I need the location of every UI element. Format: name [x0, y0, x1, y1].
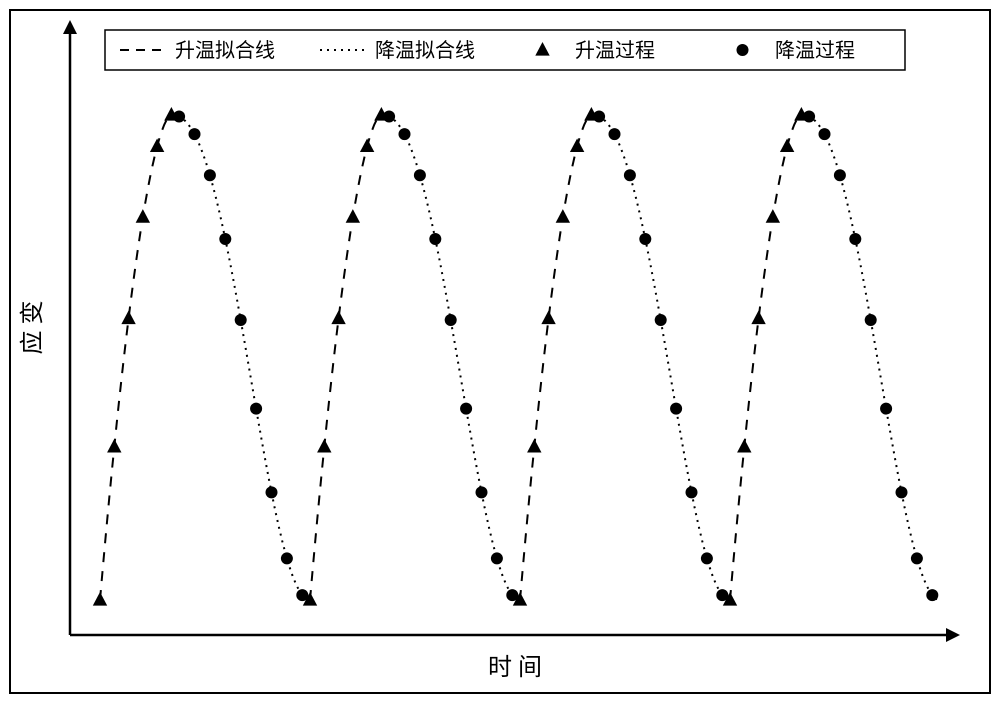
- fall-marker-circle: [686, 486, 698, 498]
- rise-fit-line: [730, 115, 801, 600]
- fall-fit-line: [171, 115, 310, 600]
- fall-marker-circle: [445, 314, 457, 326]
- rise-fit-line: [310, 115, 381, 600]
- fall-marker-circle: [281, 552, 293, 564]
- fall-marker-circle: [624, 169, 636, 181]
- fall-marker-circle: [593, 111, 605, 123]
- rise-marker-triangle: [331, 311, 345, 325]
- legend-sample-circle: [737, 44, 749, 56]
- fall-fit-line: [381, 115, 520, 600]
- outer-border: [10, 10, 990, 693]
- rise-marker-triangle: [766, 209, 780, 223]
- fall-marker-circle: [701, 552, 713, 564]
- chart-container: 应 变时 间 升温拟合线 降温拟合线 升温过程 降温过程: [0, 0, 1000, 703]
- rise-marker-triangle: [121, 311, 135, 325]
- y-axis-label: 应 变: [19, 301, 46, 355]
- fall-marker-circle: [849, 233, 861, 245]
- fall-marker-circle: [926, 589, 938, 601]
- fall-marker-circle: [414, 169, 426, 181]
- rise-marker-triangle: [136, 209, 150, 223]
- chart-svg: 应 变时 间 升温拟合线 降温拟合线 升温过程 降温过程: [0, 0, 1000, 703]
- rise-marker-triangle: [150, 138, 164, 152]
- fall-marker-circle: [609, 128, 621, 140]
- rise-marker-triangle: [541, 311, 555, 325]
- fall-marker-circle: [834, 169, 846, 181]
- rise-fit-line: [100, 115, 171, 600]
- rise-marker-triangle: [346, 209, 360, 223]
- rise-marker-triangle: [737, 439, 751, 453]
- legend-item-label: 升温拟合线: [175, 39, 275, 62]
- fall-marker-circle: [655, 314, 667, 326]
- fall-marker-circle: [911, 552, 923, 564]
- fall-marker-circle: [803, 111, 815, 123]
- legend-item-label: 降温拟合线: [375, 39, 475, 62]
- rise-marker-triangle: [360, 138, 374, 152]
- rise-marker-triangle: [751, 311, 765, 325]
- fall-marker-circle: [639, 233, 651, 245]
- fall-marker-circle: [896, 486, 908, 498]
- x-axis-label: 时 间: [488, 654, 542, 681]
- fall-marker-circle: [865, 314, 877, 326]
- rise-fit-line: [520, 115, 591, 600]
- fall-marker-circle: [491, 552, 503, 564]
- rise-marker-triangle: [570, 138, 584, 152]
- fall-marker-circle: [399, 128, 411, 140]
- fall-marker-circle: [250, 403, 262, 415]
- fall-marker-circle: [189, 128, 201, 140]
- fall-fit-line: [591, 115, 730, 600]
- y-axis-arrow: [63, 20, 77, 34]
- fall-marker-circle: [219, 233, 231, 245]
- fall-marker-circle: [383, 111, 395, 123]
- rise-marker-triangle: [317, 439, 331, 453]
- fall-fit-line: [801, 115, 940, 600]
- rise-marker-triangle: [527, 439, 541, 453]
- rise-marker-triangle: [556, 209, 570, 223]
- fall-marker-circle: [819, 128, 831, 140]
- fall-marker-circle: [266, 486, 278, 498]
- fall-marker-circle: [429, 233, 441, 245]
- fall-marker-circle: [204, 169, 216, 181]
- rise-marker-triangle: [780, 138, 794, 152]
- fall-marker-circle: [460, 403, 472, 415]
- x-axis-arrow: [946, 628, 960, 642]
- fall-marker-circle: [880, 403, 892, 415]
- fall-marker-circle: [235, 314, 247, 326]
- legend-item-label: 降温过程: [775, 39, 855, 62]
- fall-marker-circle: [476, 486, 488, 498]
- legend-item-label: 升温过程: [575, 39, 655, 62]
- fall-marker-circle: [670, 403, 682, 415]
- fall-marker-circle: [173, 111, 185, 123]
- rise-marker-triangle: [93, 592, 107, 606]
- rise-marker-triangle: [107, 439, 121, 453]
